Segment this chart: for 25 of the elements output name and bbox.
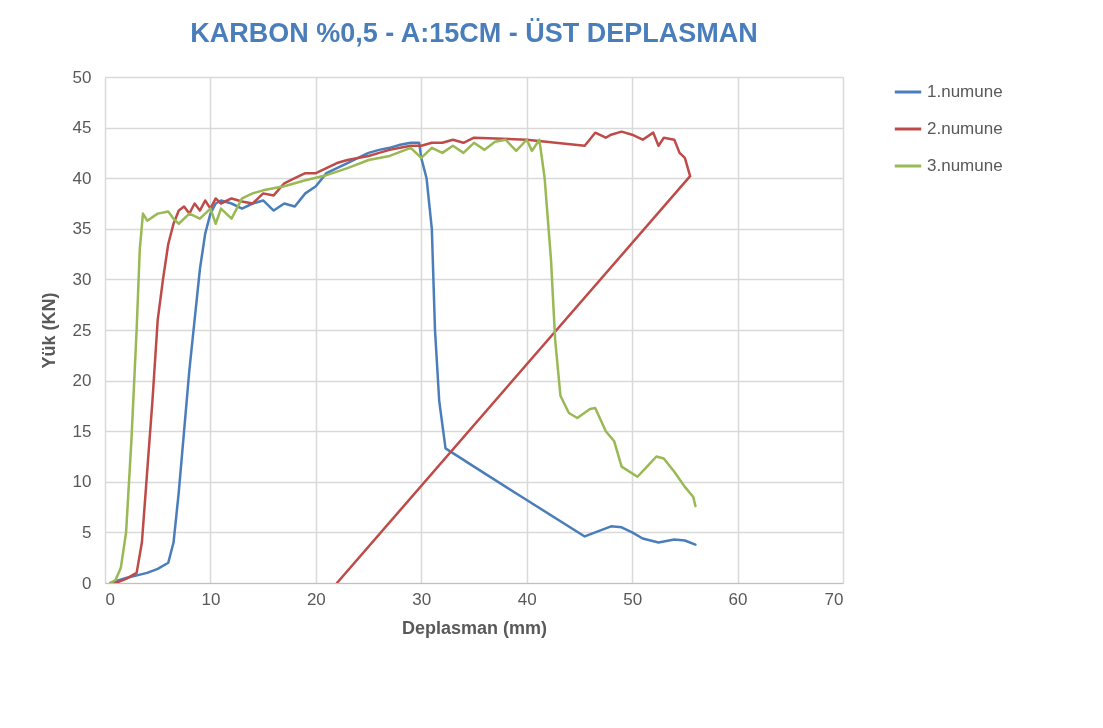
x-tick-label: 50	[623, 589, 643, 609]
x-tick-label: 70	[824, 589, 844, 609]
x-tick-label: 60	[728, 589, 748, 609]
y-tick-label: 5	[82, 522, 92, 542]
y-tick-label: 0	[82, 573, 92, 593]
x-tick-label: 10	[201, 589, 221, 609]
y-tick-label: 30	[72, 269, 92, 289]
legend-label: 2.numune	[927, 119, 1003, 138]
y-tick-label: 35	[72, 219, 92, 239]
y-tick-label: 50	[72, 67, 92, 87]
x-tick-label: 0	[105, 589, 115, 609]
y-axis-title: Yük (KN)	[38, 292, 59, 369]
y-tick-label: 20	[72, 371, 92, 391]
x-tick-label: 40	[517, 589, 537, 609]
x-tick-label: 20	[306, 589, 326, 609]
y-tick-label: 40	[72, 168, 92, 188]
y-tick-label: 15	[72, 421, 92, 441]
x-tick-label: 30	[412, 589, 432, 609]
y-tick-label: 25	[72, 320, 92, 340]
y-tick-label: 45	[72, 118, 92, 138]
x-axis-title: Deplasman (mm)	[401, 617, 548, 638]
legend-label: 3.numune	[927, 156, 1003, 175]
chart-title: KARBON %0,5 - A:15CM - ÜST DEPLASMAN	[190, 18, 758, 48]
legend-label: 1.numune	[927, 82, 1003, 101]
y-tick-label: 10	[72, 472, 92, 492]
